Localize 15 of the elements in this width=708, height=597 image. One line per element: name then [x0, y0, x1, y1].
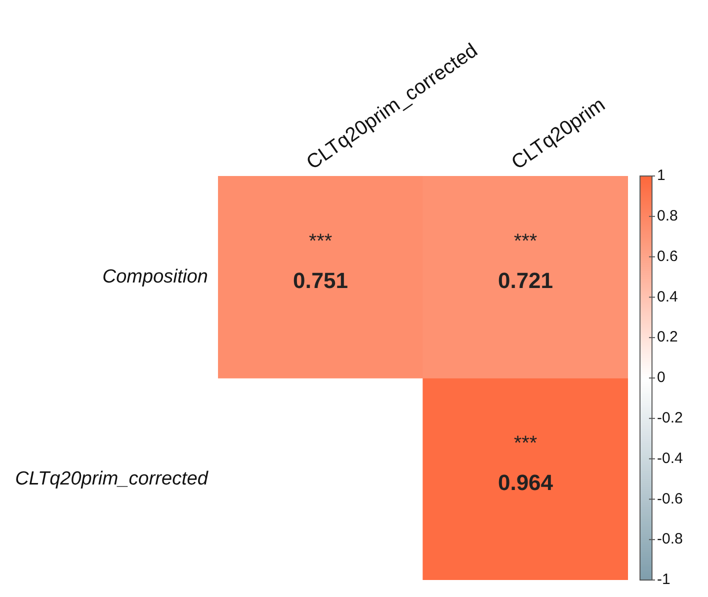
color-bar-label: -0.8 [657, 530, 683, 548]
color-bar-label: 0 [657, 369, 666, 386]
data-label: *** 0.964 [498, 432, 554, 496]
y-tick-label: Composition [102, 266, 208, 288]
color-bar-label: -1 [657, 571, 670, 588]
color-bar-label: 0.4 [657, 288, 678, 306]
data-label: *** 0.751 [292, 230, 348, 294]
color-bar-label: 1 [657, 167, 666, 184]
color-bar-label: 0.2 [657, 328, 678, 346]
color-bar-label: 0.6 [657, 248, 678, 265]
data-label: *** 0.721 [498, 230, 554, 294]
color-bar-label: -0.2 [657, 410, 683, 427]
color-bar-label: -0.6 [657, 490, 683, 508]
color-bar-label: 0.8 [657, 208, 678, 225]
color-bar-label: -0.4 [657, 450, 683, 467]
